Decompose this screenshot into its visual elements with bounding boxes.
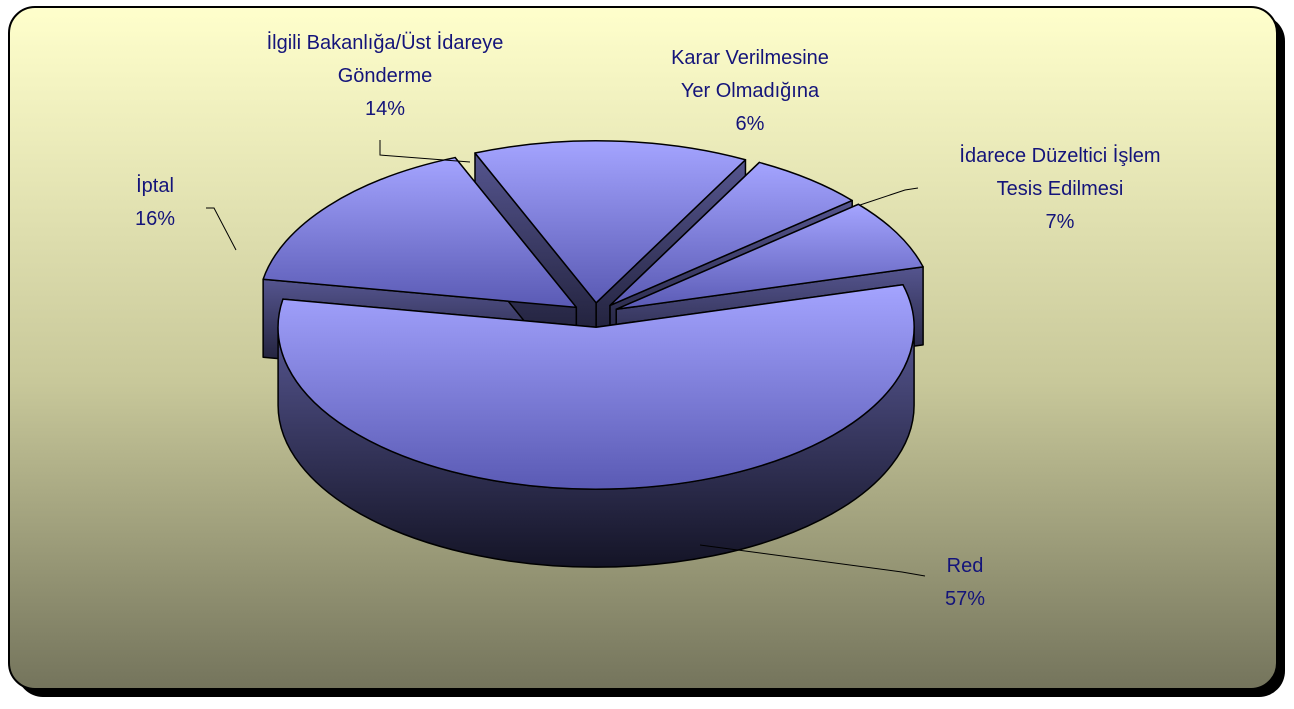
value-label: 6% <box>735 113 765 135</box>
slice <box>474 140 747 304</box>
leader-line <box>859 187 919 206</box>
value-label: 14% <box>364 98 406 120</box>
category-label: İptal <box>136 175 174 197</box>
value-label: 16% <box>134 208 176 230</box>
slice <box>609 161 853 307</box>
value-label: 7% <box>1045 211 1075 233</box>
slice-label: İdarece Düzeltici İşlem Tesis Edilmesi 7% <box>955 140 1165 239</box>
pie <box>262 140 924 568</box>
slice <box>262 156 578 309</box>
leader-line <box>206 207 237 251</box>
slice-label: İlgili Bakanlığa/Üst İdareye Gönderme 14% <box>265 27 505 126</box>
category-label: İdarece Düzeltici İşlem Tesis Edilmesi <box>959 145 1161 200</box>
slice-label: Red 57% <box>925 550 1005 616</box>
slice-label: İptal 16% <box>115 170 195 236</box>
leader-line <box>379 140 471 163</box>
slice <box>615 203 924 311</box>
leader-line <box>699 544 926 577</box>
slice <box>277 283 915 490</box>
value-label: 57% <box>944 588 986 610</box>
slice-label: Karar Verilmesine Yer Olmadığına 6% <box>655 42 845 141</box>
category-label: Karar Verilmesine Yer Olmadığına <box>671 47 829 102</box>
category-label: İlgili Bakanlığa/Üst İdareye Gönderme <box>266 32 504 87</box>
category-label: Red <box>946 555 984 577</box>
